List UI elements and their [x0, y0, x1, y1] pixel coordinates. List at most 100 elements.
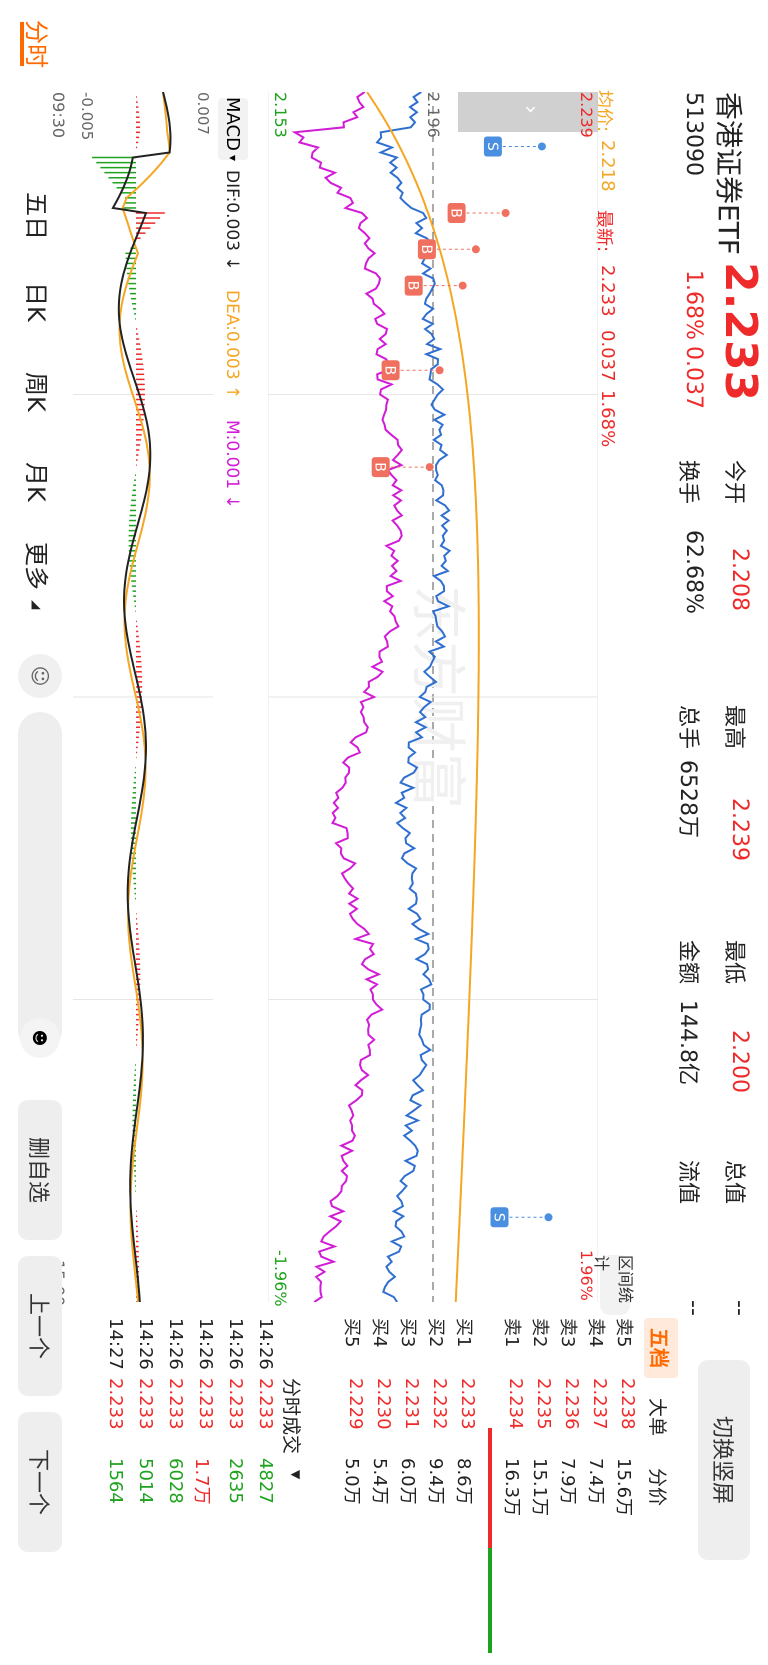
next-button[interactable]: 下一个	[18, 1412, 62, 1552]
orderbook-buy-price: 2.233	[457, 1378, 478, 1430]
sell-marker[interactable]: S	[490, 1207, 553, 1228]
change-pct: 1.68%	[681, 270, 706, 340]
trade-price: 2.233	[105, 1378, 126, 1430]
dea-line	[118, 92, 171, 1302]
tab-intraday[interactable]: 分时	[22, 20, 50, 68]
trade-vol: 6028	[165, 1458, 186, 1504]
orderbook-buy-price: 2.231	[401, 1378, 422, 1430]
active-tab-indicator	[20, 22, 24, 66]
trade-price: 2.233	[225, 1378, 246, 1430]
trades-title[interactable]: 分时成交	[280, 1378, 302, 1455]
orderbook-sell-vol: 16.3万	[501, 1458, 522, 1517]
orderbook-buy-vol: 5.0万	[341, 1458, 362, 1505]
orderbook-buy-vol: 5.4万	[369, 1458, 390, 1505]
buy-marker[interactable]: B	[417, 239, 480, 260]
tab-more[interactable]: 更多	[22, 542, 50, 590]
buy-marker[interactable]: B	[371, 457, 434, 478]
range-stats-button[interactable]: 区间统计	[592, 1255, 635, 1315]
buy-marker[interactable]: B	[447, 203, 510, 223]
orderbook-sell-vol: 15.6万	[613, 1458, 634, 1517]
stat-volume-label: 总手	[675, 705, 700, 750]
remove-watchlist-button[interactable]: 删自选	[18, 1100, 62, 1240]
orderbook-buy-vol: 8.6万	[453, 1458, 474, 1505]
price-line	[375, 92, 452, 1302]
stat-open-value: 2.208	[727, 548, 752, 611]
stat-amount-label: 金额	[675, 940, 700, 985]
trade-price: 2.233	[135, 1378, 156, 1430]
macd-axis-bottom: -0.005	[78, 92, 96, 141]
tab-five-day[interactable]: 五日	[22, 192, 50, 240]
orderbook-buy-vol: 6.0万	[397, 1458, 418, 1505]
switch-portrait-button[interactable]: 切换竖屏	[698, 1360, 750, 1560]
orderbook-buy-label: 买5	[341, 1318, 362, 1348]
tab-daily-k[interactable]: 日K	[22, 282, 50, 322]
macd-axis-top: 0.007	[194, 92, 212, 135]
orderbook-sell-label: 卖3	[557, 1318, 578, 1348]
macd-dif: DIF:0.003 ↓	[222, 170, 242, 271]
svg-text:B: B	[418, 244, 434, 254]
avg-value: 2.218	[597, 140, 618, 192]
buy-marker[interactable]: B	[381, 360, 444, 381]
stat-total-value-label: 总值	[721, 1160, 746, 1205]
comment-input[interactable]	[18, 712, 62, 1052]
tab-price-distribution[interactable]: 分价	[646, 1468, 668, 1507]
orderbook-sell-price: 2.238	[617, 1378, 638, 1430]
orderbook-buy-label: 买3	[397, 1318, 418, 1348]
trade-time: 14:26	[255, 1318, 276, 1370]
stat-high-value: 2.239	[727, 798, 752, 861]
latest-value: 2.233	[597, 265, 618, 317]
axis-ref-price: 2.196	[424, 92, 443, 138]
macd-m: M:0.001 ↓	[222, 420, 242, 509]
emoji-icon[interactable]: ☻	[20, 1018, 60, 1058]
orderbook-buy-price: 2.230	[373, 1378, 394, 1430]
sell-marker[interactable]: S	[484, 136, 546, 157]
trade-time: 14:27	[105, 1318, 126, 1370]
orderbook-sell-label: 卖4	[585, 1318, 606, 1348]
orderbook-tabs: 五档 大单 分价	[642, 1318, 678, 1658]
tab-five-level[interactable]: 五档	[644, 1318, 678, 1378]
latest-pct: 1.68%	[597, 390, 618, 448]
chevron-down-icon[interactable]: ›	[518, 105, 543, 114]
avg-price-line	[366, 92, 480, 1302]
caret-down-icon: ▾	[226, 154, 240, 161]
stat-open-label: 今开	[721, 460, 746, 505]
orderbook-buy-label: 买1	[453, 1318, 474, 1348]
tab-big-orders[interactable]: 大单	[646, 1398, 668, 1437]
trade-vol: 5014	[135, 1458, 156, 1504]
buy-marker[interactable]: B	[404, 275, 467, 296]
trade-vol: 2635	[225, 1458, 246, 1504]
orderbook-buy-price: 2.232	[429, 1378, 450, 1430]
trade-time: 14:26	[135, 1318, 156, 1370]
macd-chart[interactable]	[73, 92, 213, 1302]
stock-name: 香港证券ETF	[712, 92, 745, 255]
orderbook-sell-label: 卖1	[501, 1318, 522, 1348]
dif-line	[111, 92, 172, 1302]
stat-low-label: 最低	[721, 940, 746, 985]
latest-change: 0.037	[597, 330, 618, 382]
stat-high-label: 最高	[721, 705, 746, 750]
previous-button[interactable]: 上一个	[18, 1256, 62, 1396]
trade-time: 14:26	[195, 1318, 216, 1370]
indicator-select-label: MACD	[222, 97, 244, 151]
compare-line	[291, 92, 404, 1302]
indicator-select[interactable]: MACD ▾	[218, 97, 248, 161]
trade-time: 14:26	[225, 1318, 246, 1370]
customer-service-icon[interactable]: ☺	[18, 654, 62, 698]
svg-text:B: B	[382, 365, 398, 375]
svg-text:B: B	[405, 281, 421, 291]
orderbook-buy-vol: 9.4万	[425, 1458, 446, 1505]
orderbook-buy-label: 买2	[425, 1318, 446, 1348]
caret-down-icon: ◢	[30, 600, 44, 610]
trade-vol: 1564	[105, 1458, 126, 1504]
trade-vol: 1.7万	[191, 1458, 212, 1505]
stat-float-value: --	[681, 1300, 706, 1316]
orderbook-buy-price: 2.229	[345, 1378, 366, 1430]
orderbook-sell-vol: 7.9万	[557, 1458, 578, 1505]
tab-monthly-k[interactable]: 月K	[22, 462, 50, 502]
stat-total-value-value: --	[727, 1300, 752, 1316]
tab-weekly-k[interactable]: 周K	[22, 372, 50, 412]
svg-text:S: S	[484, 142, 500, 151]
